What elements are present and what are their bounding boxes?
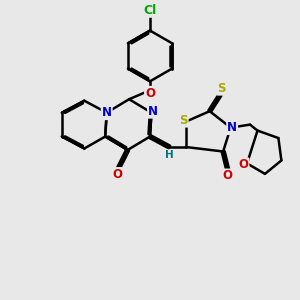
Text: S: S [179,114,188,127]
Text: O: O [238,158,248,171]
Text: S: S [218,82,226,95]
Text: O: O [223,169,232,182]
Text: N: N [227,121,237,134]
Text: O: O [112,168,122,181]
Text: H: H [165,150,174,161]
Text: N: N [148,105,158,118]
Text: N: N [102,106,112,119]
Text: O: O [145,87,155,100]
Text: Cl: Cl [143,4,157,17]
